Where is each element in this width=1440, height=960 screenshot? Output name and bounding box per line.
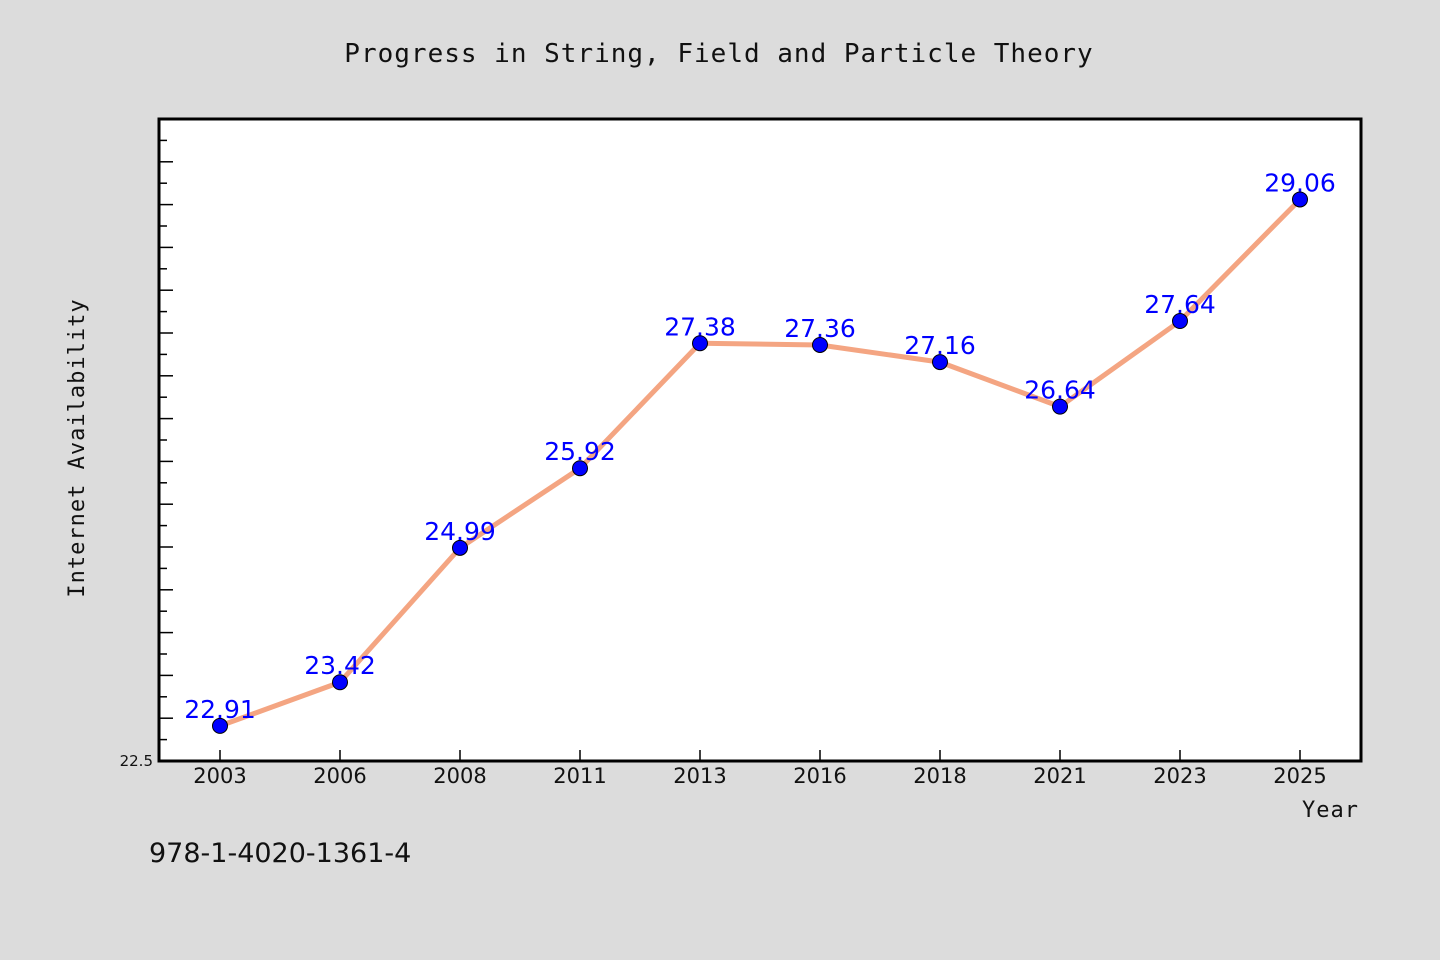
data-label: 25.92 (544, 437, 616, 466)
series-line (217, 196, 1303, 729)
data-label: 22.91 (184, 695, 256, 724)
chart-title: Progress in String, Field and Particle T… (344, 39, 1093, 69)
y-axis-min-label: 22.5 (120, 752, 153, 770)
data-point (1292, 191, 1308, 208)
isbn-footnote: 978-1-4020-1361-4 (149, 838, 411, 869)
data-point (332, 674, 348, 691)
y-axis-ticks (159, 139, 173, 741)
data-point (932, 354, 948, 371)
data-label: 27.36 (784, 314, 856, 343)
x-tick-label: 2006 (313, 764, 366, 788)
data-point (1172, 313, 1188, 330)
data-label: 26.64 (1024, 376, 1096, 405)
series-group: 22.91 23.42 24.99 25.92 27.38 27.36 27.16 26.64… (184, 168, 1336, 734)
x-tick-label: 2013 (673, 764, 726, 788)
x-tick-label: 2008 (433, 764, 486, 788)
data-label: 27.38 (664, 312, 736, 341)
y-axis-label: Internet Availability (65, 298, 90, 597)
x-axis-label: Year (1302, 798, 1359, 823)
x-tick-label: 2018 (913, 764, 966, 788)
data-point (572, 460, 588, 477)
x-tick-label: 2021 (1033, 764, 1086, 788)
x-tick-label: 2003 (193, 764, 246, 788)
x-tick-label: 2016 (793, 764, 846, 788)
data-label: 24.99 (424, 517, 496, 546)
x-axis-ticks: 2003 2006 2008 2011 2013 2016 2018 2021 2023 2025 (193, 750, 1327, 788)
plot-area (157, 117, 1363, 763)
x-tick-label: 2023 (1153, 764, 1206, 788)
data-label: 27.16 (904, 331, 976, 360)
data-point (812, 336, 828, 353)
data-label: 23.42 (304, 651, 376, 680)
data-label: 29.06 (1264, 168, 1336, 197)
data-label: 27.64 (1144, 290, 1216, 319)
data-point (452, 539, 468, 556)
data-point (212, 717, 228, 734)
x-tick-label: 2025 (1273, 764, 1326, 788)
data-point (692, 335, 708, 352)
data-point (1052, 398, 1068, 415)
x-tick-label: 2011 (553, 764, 606, 788)
